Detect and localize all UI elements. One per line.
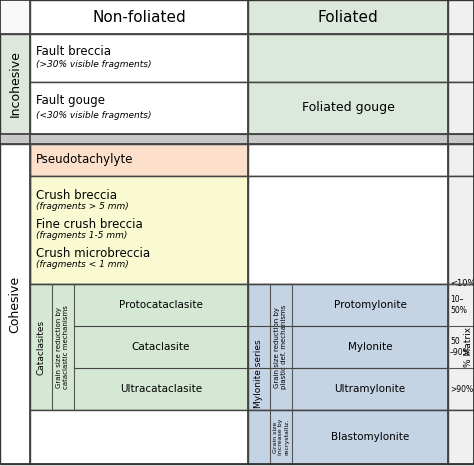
Bar (30, 34, 248, 82)
Bar (248, 284, 448, 410)
Text: Incohesive: Incohesive (9, 51, 21, 117)
Text: Protocataclasite: Protocataclasite (119, 300, 203, 310)
Bar (448, 410, 474, 464)
Bar (30, 0, 248, 34)
Bar (30, 82, 248, 134)
Text: Cataclasite: Cataclasite (132, 342, 190, 352)
Text: Crush breccia: Crush breccia (36, 189, 117, 202)
Text: (fragments < 1 mm): (fragments < 1 mm) (36, 260, 129, 269)
Text: Fault gouge: Fault gouge (36, 94, 105, 107)
Text: Grain size reduction by
plastic def. mechanisms: Grain size reduction by plastic def. mec… (274, 305, 288, 389)
Text: Fine crush breccia: Fine crush breccia (36, 218, 143, 231)
Bar (448, 34, 474, 82)
Text: Foliated: Foliated (318, 9, 378, 25)
Text: Ultracataclasite: Ultracataclasite (120, 384, 202, 394)
Text: Fault breccia: Fault breccia (36, 45, 111, 58)
Text: Foliated gouge: Foliated gouge (301, 102, 394, 115)
Text: Protomylonite: Protomylonite (334, 300, 406, 310)
Text: (>30% visible fragments): (>30% visible fragments) (36, 60, 152, 69)
Bar (448, 284, 474, 410)
Bar (248, 410, 448, 464)
Bar (248, 82, 448, 134)
Bar (30, 144, 248, 176)
Bar (30, 284, 248, 410)
Bar (248, 144, 448, 176)
Bar (248, 0, 448, 34)
Text: >90%: >90% (450, 384, 473, 393)
Bar (448, 82, 474, 134)
Bar (0, 134, 474, 144)
Text: (fragments > 5 mm): (fragments > 5 mm) (36, 202, 129, 211)
Bar (248, 176, 448, 284)
Bar (30, 410, 248, 464)
Text: Crush microbreccia: Crush microbreccia (36, 247, 150, 260)
Text: Grain size
increase by
recrystalliz.: Grain size increase by recrystalliz. (273, 419, 289, 455)
Text: Cataclasites: Cataclasites (36, 319, 46, 375)
Text: (fragments 1-5 mm): (fragments 1-5 mm) (36, 231, 128, 240)
Text: Cohesive: Cohesive (9, 275, 21, 333)
Text: Mylonite series: Mylonite series (255, 340, 264, 408)
Bar (448, 144, 474, 176)
Text: Non-foliated: Non-foliated (92, 9, 186, 25)
Bar (448, 0, 474, 34)
Text: (<30% visible fragments): (<30% visible fragments) (36, 111, 152, 120)
Bar (248, 34, 448, 82)
Text: Grain size reduction by
cataclastic mechanisms: Grain size reduction by cataclastic mech… (56, 305, 70, 389)
Bar (30, 176, 248, 284)
Text: Blastomylonite: Blastomylonite (331, 432, 409, 442)
Bar (0, 144, 30, 464)
Bar (0, 34, 30, 134)
Bar (448, 176, 474, 284)
Text: Ultramylonite: Ultramylonite (335, 384, 406, 394)
Text: <10%: <10% (450, 280, 474, 288)
Text: 10–
50%: 10– 50% (450, 295, 467, 315)
Text: 50
–90%: 50 –90% (450, 337, 471, 356)
Text: % Matrix: % Matrix (465, 327, 474, 367)
Text: Mylonite: Mylonite (348, 342, 392, 352)
Text: Pseudotachylyte: Pseudotachylyte (36, 153, 134, 166)
